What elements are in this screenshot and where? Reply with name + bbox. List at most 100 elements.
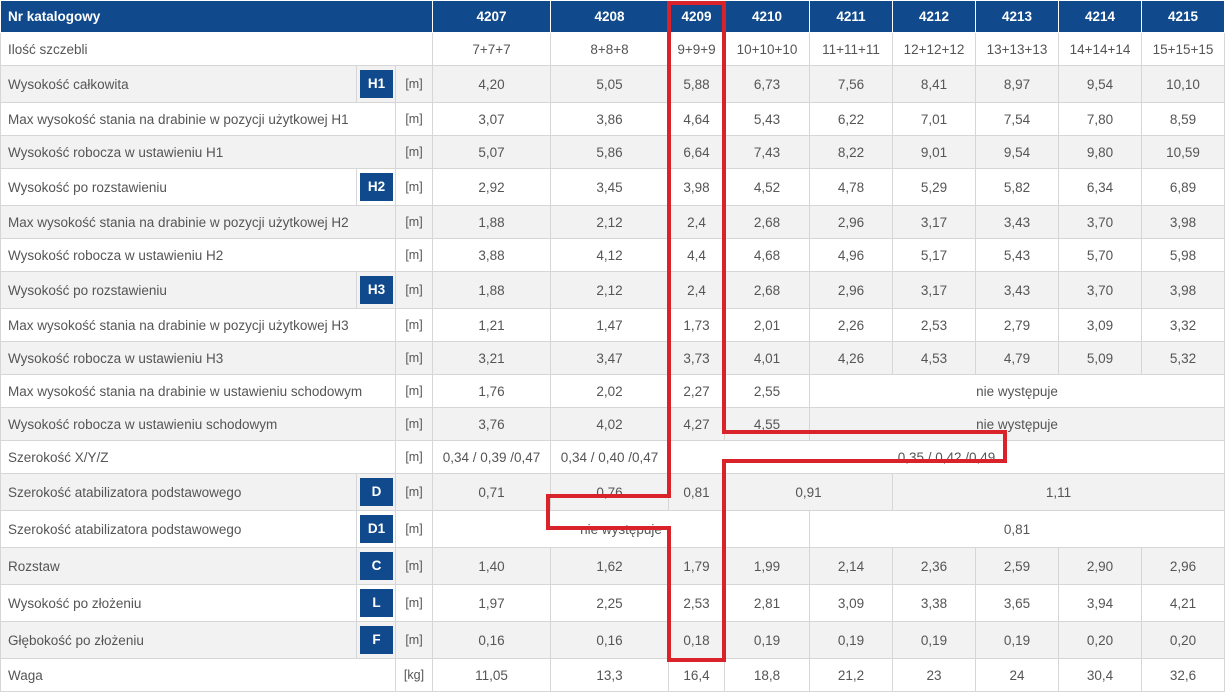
value-cell: 5,82: [975, 168, 1060, 206]
badge-cell: D1: [356, 510, 396, 548]
value-cell: 9,01: [892, 135, 977, 169]
value-cell: 8,97: [975, 65, 1060, 103]
value-cell: 0,16: [550, 621, 670, 659]
table-row: Wysokość po rozstawieniu H3 [m] 1,88 2,12 2,4…: [0, 271, 1226, 309]
value-cell: 1,62: [550, 547, 670, 585]
badge-cell: C: [356, 547, 396, 585]
dimension-badge: D1: [360, 515, 393, 543]
value-cell: 4,79: [975, 341, 1060, 375]
value-cell: 0,81: [668, 473, 726, 511]
value-cell: 4,52: [724, 168, 811, 206]
value-cell: 4,21: [1141, 584, 1226, 622]
value-cell: 4,64: [668, 102, 726, 136]
value-cell: 7+7+7: [432, 32, 552, 66]
unit-cell: [m]: [394, 621, 434, 659]
value-cell: 0,76: [550, 473, 670, 511]
value-cell: 2,02: [550, 374, 670, 408]
value-cell: 3,09: [809, 584, 894, 622]
value-cell: 2,53: [892, 308, 977, 342]
value-cell: 2,27: [668, 374, 726, 408]
row-label: Max wysokość stania na drabinie w pozycj…: [0, 205, 396, 239]
value-cell: 10,59: [1141, 135, 1226, 169]
value-cell: 10,10: [1141, 65, 1226, 103]
table-row: Wysokość całkowita H1 [m] 4,20 5,05 5,88 6,73 7…: [0, 65, 1226, 103]
value-cell: 2,12: [550, 271, 670, 309]
value-cell: 1,97: [432, 584, 552, 622]
table-row: Max wysokość stania na drabinie w ustawi…: [0, 374, 1226, 408]
value-cell: 3,98: [1141, 205, 1226, 239]
dimension-badge: L: [360, 589, 393, 617]
row-label: Szerokość atabilizatora podstawowego: [0, 510, 357, 548]
value-cell: nie występuje: [809, 407, 1226, 441]
value-cell: 3,47: [550, 341, 670, 375]
value-cell: 2,55: [724, 374, 811, 408]
value-cell: 5,86: [550, 135, 670, 169]
value-cell: 4,02: [550, 407, 670, 441]
unit-cell: [m]: [394, 238, 434, 272]
dimension-badge: F: [360, 626, 393, 654]
value-cell: 8,41: [892, 65, 977, 103]
model-number: 4210: [724, 0, 811, 33]
value-cell: 13,3: [550, 658, 670, 692]
header-row: Nr katalogowy 4207 4208 4209 4210 4211 4212 421…: [0, 0, 1226, 33]
model-number: 4212: [892, 0, 977, 33]
badge-cell: H3: [356, 271, 396, 309]
value-cell: 2,01: [724, 308, 811, 342]
value-cell: 4,4: [668, 238, 726, 272]
value-cell: 8,22: [809, 135, 894, 169]
value-cell: 18,8: [724, 658, 811, 692]
value-cell: 0,18: [668, 621, 726, 659]
value-cell: 4,55: [724, 407, 811, 441]
value-cell: 0,91: [724, 473, 894, 511]
value-cell: 9+9+9: [668, 32, 726, 66]
value-cell: 3,43: [975, 271, 1060, 309]
value-cell: 2,79: [975, 308, 1060, 342]
unit-cell: [m]: [394, 308, 434, 342]
value-cell: 3,70: [1058, 205, 1143, 239]
unit-cell: [m]: [394, 510, 434, 548]
value-cell: 1,79: [668, 547, 726, 585]
row-label: Wysokość robocza w ustawieniu H1: [0, 135, 396, 169]
value-cell: 4,96: [809, 238, 894, 272]
row-label: Szerokość X/Y/Z: [0, 440, 396, 474]
value-cell: 7,56: [809, 65, 894, 103]
value-cell: 4,78: [809, 168, 894, 206]
model-number: 4208: [550, 0, 670, 33]
value-cell: 0,19: [724, 621, 811, 659]
value-cell: 2,53: [668, 584, 726, 622]
value-cell: 0,35 / 0,42 /0,49: [668, 440, 1226, 474]
value-cell: 4,01: [724, 341, 811, 375]
table-row: Szerokość atabilizatora podstawowego D1 [m…: [0, 510, 1226, 548]
value-cell: 2,26: [809, 308, 894, 342]
table-row: Max wysokość stania na drabinie w pozycj…: [0, 308, 1226, 342]
value-cell: 15+15+15: [1141, 32, 1226, 66]
table-row: Głębokość po złożeniu F [m] 0,16 0,16 0,18 0,1…: [0, 621, 1226, 659]
unit-cell: [m]: [394, 374, 434, 408]
value-cell: 0,19: [975, 621, 1060, 659]
value-cell: 5,70: [1058, 238, 1143, 272]
value-cell: 5,98: [1141, 238, 1226, 272]
value-cell: 1,11: [892, 473, 1226, 511]
value-cell: 4,53: [892, 341, 977, 375]
value-cell: 5,07: [432, 135, 552, 169]
value-cell: 3,43: [975, 205, 1060, 239]
row-label: Wysokość po rozstawieniu: [0, 168, 357, 206]
model-number: 4214: [1058, 0, 1143, 33]
value-cell: 5,29: [892, 168, 977, 206]
value-cell: 11+11+11: [809, 32, 894, 66]
value-cell: 1,88: [432, 205, 552, 239]
badge-cell: L: [356, 584, 396, 622]
dimension-badge: H1: [360, 70, 393, 98]
value-cell: 5,09: [1058, 341, 1143, 375]
value-cell: 9,54: [975, 135, 1060, 169]
table-row: Wysokość robocza w ustawieniu H2 [m] 3,88 4…: [0, 238, 1226, 272]
value-cell: 13+13+13: [975, 32, 1060, 66]
table-row: Max wysokość stania na drabinie w pozycj…: [0, 205, 1226, 239]
value-cell: 1,21: [432, 308, 552, 342]
row-label: Wysokość robocza w ustawieniu H2: [0, 238, 396, 272]
value-cell: 4,20: [432, 65, 552, 103]
value-cell: 6,89: [1141, 168, 1226, 206]
value-cell: 5,05: [550, 65, 670, 103]
unit-cell: [m]: [394, 440, 434, 474]
value-cell: 2,4: [668, 271, 726, 309]
